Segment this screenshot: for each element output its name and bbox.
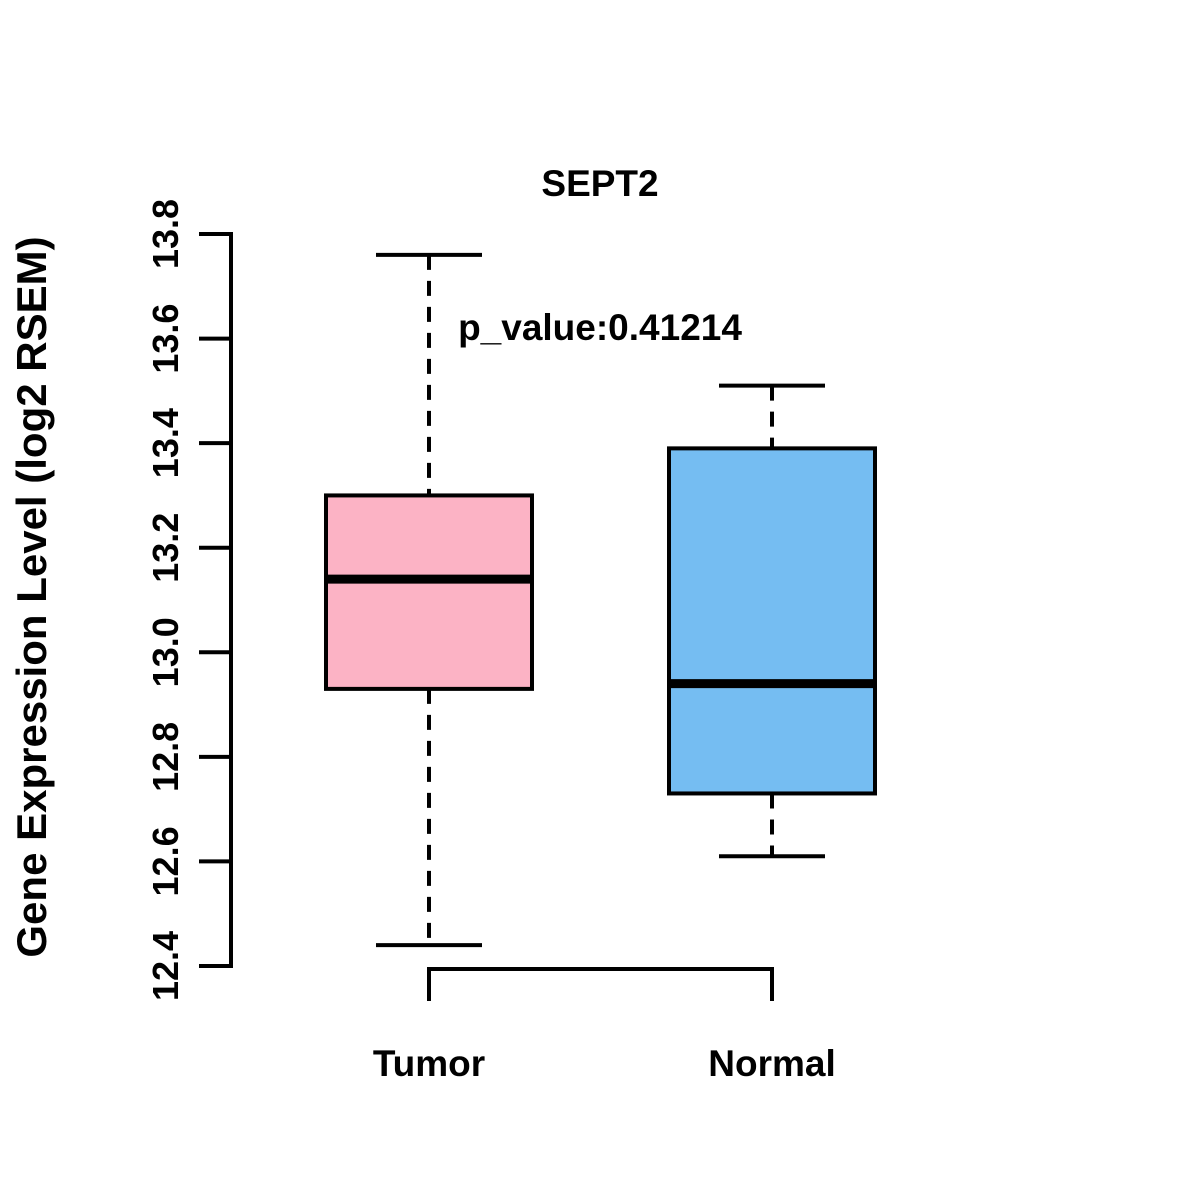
- y-axis-tick-label: 12.6: [145, 826, 186, 896]
- normal-box: [667, 446, 877, 796]
- y-axis-tick-label: 13.6: [145, 304, 186, 374]
- chart-title: SEPT2: [541, 163, 659, 204]
- y-axis-tick-label: 12.8: [145, 722, 186, 792]
- y-axis-tick-label: 13.8: [145, 199, 186, 269]
- chart-subtitle: p_value:0.41214: [458, 307, 742, 348]
- y-axis-tick-label: 12.4: [145, 931, 186, 1001]
- x-label-tumor: Tumor: [373, 1043, 485, 1084]
- chart-title-block: SEPT2 p_value:0.41214: [0, 64, 1200, 448]
- y-axis-tick-label: 13.2: [145, 513, 186, 583]
- y-axis-tick-label: 13.0: [145, 617, 186, 687]
- y-axis-tick-label: 13.4: [145, 408, 186, 478]
- x-label-normal: Normal: [708, 1043, 835, 1084]
- tumor-box: [324, 493, 534, 691]
- x-axis-line: [427, 967, 774, 1001]
